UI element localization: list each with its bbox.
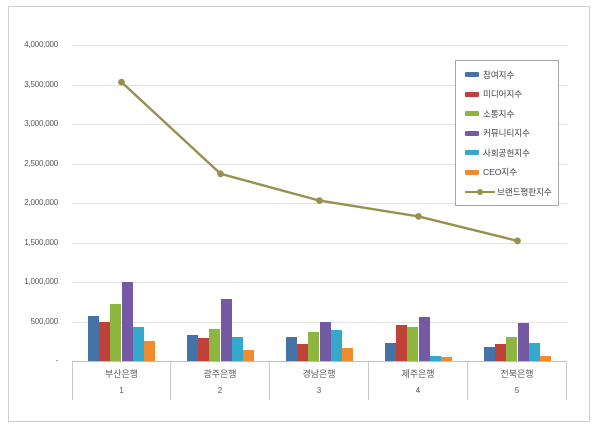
legend-item-참여지수: 참여지수 (456, 65, 558, 85)
bar-커뮤니티지수 (418, 316, 430, 361)
bar-CEO지수 (243, 349, 255, 361)
category-cell-1: 부산은행 1 (72, 362, 171, 400)
bar-커뮤니티지수 (319, 321, 331, 361)
y-tick-label: 2,500,000 (24, 158, 58, 168)
bar-미디어지수 (98, 322, 111, 361)
bar-소통지수 (308, 331, 320, 361)
legend-line-swatch (465, 188, 495, 196)
category-label: 경남은행 (302, 369, 336, 379)
bar-커뮤니티지수 (121, 282, 133, 361)
legend-label: 사회공헌지수 (483, 147, 530, 158)
category-cell-5: 전북은행 5 (468, 362, 567, 400)
legend-item-사회공헌지수: 사회공헌지수 (456, 143, 558, 163)
category-label: 제주은행 (401, 369, 435, 379)
bar-참여지수 (384, 342, 396, 361)
category-rank: 3 (316, 386, 322, 395)
bar-소통지수 (209, 328, 221, 361)
legend-item-커뮤니티지수: 커뮤니티지수 (456, 124, 558, 144)
legend-swatch (465, 111, 479, 117)
bar-참여지수 (87, 316, 99, 361)
legend-label: 브랜드평판지수 (497, 186, 552, 197)
legend-label: 소통지수 (483, 108, 515, 119)
category-cell-4: 제주은행 4 (369, 362, 468, 400)
bar-소통지수 (110, 304, 122, 361)
y-tick-label: 500,000 (30, 316, 58, 326)
bar-사회공헌지수 (231, 336, 244, 361)
legend-label: 미디어지수 (483, 89, 523, 100)
bar-참여지수 (483, 346, 495, 361)
bar-소통지수 (407, 327, 419, 361)
bar-CEO지수 (441, 357, 453, 361)
bar-참여지수 (285, 337, 297, 361)
bar-소통지수 (506, 337, 518, 361)
bar-사회공헌지수 (330, 330, 343, 361)
y-tick-label: 1,500,000 (24, 237, 58, 247)
legend-label: CEO지수 (483, 167, 518, 178)
legend-swatch (465, 130, 479, 136)
y-tick-label: 3,500,000 (24, 79, 58, 89)
bar-미디어지수 (197, 338, 210, 361)
legend-label: 참여지수 (483, 69, 515, 80)
y-tick-label: 3,000,000 (24, 119, 58, 128)
legend-item-미디어지수: 미디어지수 (456, 85, 558, 105)
bar-사회공헌지수 (429, 356, 442, 361)
legend-label: 커뮤니티지수 (483, 128, 530, 139)
category-rank: 1 (119, 386, 124, 395)
legend-swatch (465, 91, 479, 97)
legend-swatch (465, 150, 479, 156)
category-cell-3: 경남은행 3 (270, 362, 369, 400)
legend-swatch (465, 72, 479, 78)
bar-CEO지수 (342, 348, 354, 361)
y-tick-label: 4,000,000 (24, 40, 58, 49)
bar-커뮤니티지수 (220, 298, 232, 361)
bar-CEO지수 (540, 356, 552, 361)
category-rank: 2 (217, 386, 223, 395)
legend-swatch (465, 169, 479, 175)
legend-item-브랜드평판지수: 브랜드평판지수 (456, 182, 558, 202)
legend-item-소통지수: 소통지수 (456, 104, 558, 124)
bar-미디어지수 (395, 325, 408, 361)
category-rank: 4 (415, 386, 421, 395)
gridline (72, 242, 567, 244)
gridline (72, 282, 567, 283)
bar-사회공헌지수 (528, 342, 541, 361)
category-label: 부산은행 (104, 369, 139, 379)
y-tick-label: - (55, 356, 59, 365)
bar-미디어지수 (296, 343, 309, 361)
category-rank: 5 (514, 386, 520, 395)
bar-참여지수 (186, 334, 198, 361)
x-axis-line (72, 361, 567, 362)
y-tick-label: 2,000,000 (24, 198, 58, 207)
category-label: 광주은행 (203, 369, 237, 379)
category-label: 전북은행 (500, 369, 534, 379)
bar-사회공헌지수 (132, 327, 145, 361)
legend-item-CEO지수: CEO지수 (456, 163, 558, 183)
bar-CEO지수 (144, 341, 156, 362)
bar-커뮤니티지수 (517, 323, 529, 361)
bar-미디어지수 (494, 344, 507, 361)
category-cell-2: 광주은행 2 (171, 362, 270, 400)
y-tick-label: 1,000,000 (24, 277, 58, 286)
gridline (72, 45, 567, 46)
